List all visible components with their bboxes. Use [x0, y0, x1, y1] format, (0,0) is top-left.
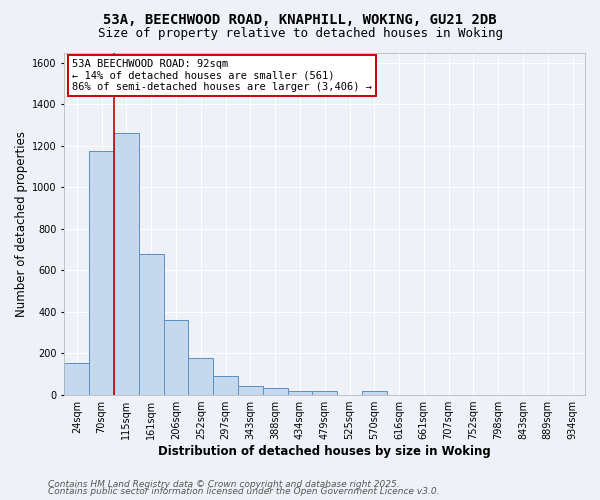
Bar: [362, 392, 386, 394]
Bar: [164, 320, 188, 394]
Bar: [64, 363, 89, 394]
Text: Contains HM Land Registry data © Crown copyright and database right 2025.: Contains HM Land Registry data © Crown c…: [48, 480, 400, 489]
Bar: [287, 391, 313, 394]
X-axis label: Distribution of detached houses by size in Woking: Distribution of detached houses by size …: [158, 444, 491, 458]
Bar: [114, 134, 139, 394]
Text: Contains public sector information licensed under the Open Government Licence v3: Contains public sector information licen…: [48, 487, 439, 496]
Text: 53A BEECHWOOD ROAD: 92sqm
← 14% of detached houses are smaller (561)
86% of semi: 53A BEECHWOOD ROAD: 92sqm ← 14% of detac…: [72, 58, 372, 92]
Bar: [313, 392, 337, 394]
Bar: [263, 388, 287, 394]
Text: Size of property relative to detached houses in Woking: Size of property relative to detached ho…: [97, 28, 503, 40]
Bar: [139, 254, 164, 394]
Y-axis label: Number of detached properties: Number of detached properties: [15, 130, 28, 316]
Text: 53A, BEECHWOOD ROAD, KNAPHILL, WOKING, GU21 2DB: 53A, BEECHWOOD ROAD, KNAPHILL, WOKING, G…: [103, 12, 497, 26]
Bar: [89, 151, 114, 394]
Bar: [213, 376, 238, 394]
Bar: [188, 358, 213, 394]
Bar: [238, 386, 263, 394]
